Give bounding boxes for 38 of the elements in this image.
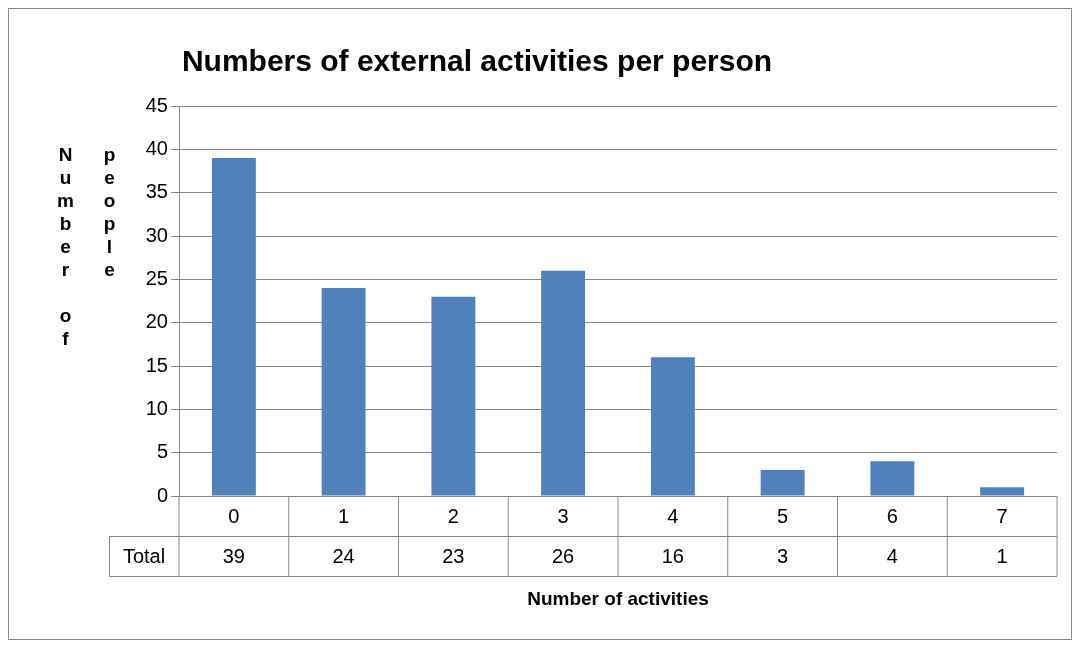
data-label: 16 — [661, 544, 684, 567]
x-tick-label: 1 — [338, 504, 350, 527]
chart-title: Numbers of external activities per person — [181, 44, 773, 78]
bar — [211, 158, 256, 496]
x-tick-label: 6 — [886, 504, 898, 527]
bar — [321, 288, 366, 496]
data-label: 1 — [996, 544, 1008, 567]
data-label: 23 — [442, 544, 465, 567]
y-tick-label: 30 — [145, 223, 168, 246]
text: Total — [122, 544, 166, 567]
data-label: 4 — [886, 544, 898, 567]
bar — [760, 470, 805, 496]
y-tick-label: 45 — [145, 93, 168, 116]
y-tick-label: 25 — [145, 266, 168, 289]
x-tick-label: 4 — [667, 504, 679, 527]
bar — [980, 487, 1025, 496]
y-tick-label: 20 — [145, 310, 168, 333]
y-tick-label: 35 — [145, 180, 168, 203]
y-tick-label: 40 — [145, 136, 168, 159]
x-tick-label: 3 — [557, 504, 569, 527]
bar — [431, 296, 476, 496]
y-tick-label: 15 — [145, 353, 168, 376]
x-tick-label: 5 — [777, 504, 789, 527]
y-tick-label: 0 — [156, 483, 168, 506]
y-tick-label: 10 — [145, 396, 168, 419]
text: Number of people — [55, 144, 120, 351]
x-tick-label: 7 — [996, 504, 1008, 527]
bar — [650, 357, 695, 496]
x-axis-title: Number of activities — [527, 588, 709, 610]
bar — [870, 461, 915, 496]
bar — [541, 270, 586, 496]
data-label: 26 — [552, 544, 575, 567]
data-label: 24 — [332, 544, 355, 567]
x-tick-label: 2 — [447, 504, 459, 527]
y-tick-label: 5 — [156, 440, 168, 463]
x-tick-label: 0 — [228, 504, 240, 527]
data-label: 3 — [777, 544, 789, 567]
data-label: 39 — [222, 544, 245, 567]
